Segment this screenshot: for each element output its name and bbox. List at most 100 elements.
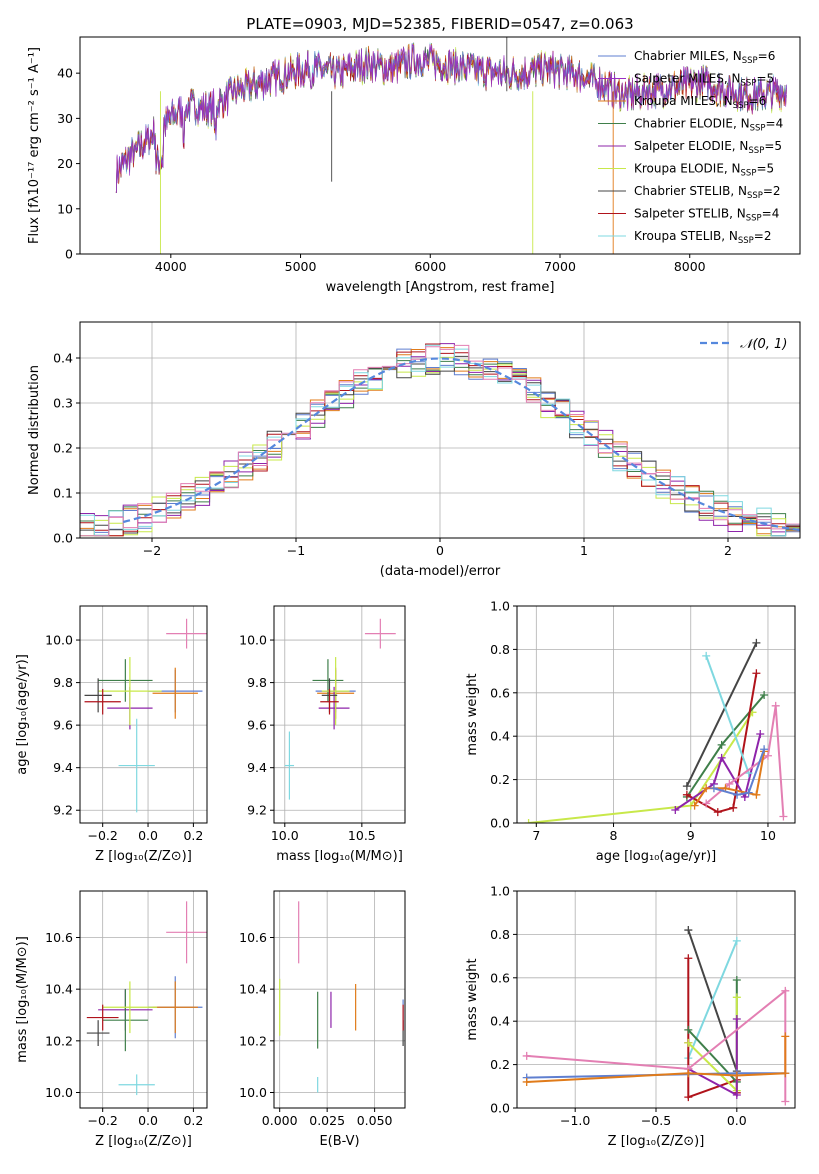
y-tick-label: 10.4: [45, 982, 73, 997]
weight_vs_Z-frame: [516, 890, 796, 1109]
y-axis-label: mass [log₁₀(M/M⊙)]: [15, 936, 30, 1063]
y-tick-label: 0.6: [490, 685, 510, 700]
weight-marker: [702, 799, 711, 808]
histogram-pink_extra: [80, 344, 800, 537]
age_vs_mass-frame: [273, 605, 406, 824]
weight-marker: [729, 803, 738, 812]
age_vs_Z-points: [84, 618, 207, 813]
weight-marker: [781, 1069, 790, 1078]
weight_vs_age-axes: 7 8 9 10 0.0 0.2 0.4 0.6 0.8 1.0 age [log₁₀(age/yr…: [465, 599, 795, 864]
weight-marker: [760, 690, 769, 699]
y-tick-label: 0.8: [490, 642, 510, 657]
x-tick-label: 0.0: [138, 828, 158, 843]
x-tick-label: −2: [143, 543, 161, 558]
y-axis-label: mass weight: [465, 673, 480, 755]
y-tick-label: 0: [65, 247, 73, 262]
y-tick-label: 9.4: [53, 760, 73, 775]
y-tick-label: 0.2: [490, 772, 510, 787]
residual-histograms: [80, 343, 800, 537]
weight_vs_age-series: [524, 638, 788, 823]
x-tick-label: 2: [724, 543, 732, 558]
y-tick-label: 9.8: [53, 675, 73, 690]
age_vs_mass-axes: 10.0 10.5 9.2 9.4 9.6 9.8 10.0 mass [log₁₀(M/M⊙…: [239, 606, 405, 864]
mass_vs_Z-points: [86, 901, 207, 1096]
x-tick-label: 0.2: [183, 828, 203, 843]
weight-marker: [702, 784, 711, 793]
y-tick-label: 0.8: [490, 927, 510, 942]
spectrum-axes: 4000 5000 6000 7000 8000 0 10 20 30 40 wavelength …: [27, 47, 706, 295]
weight-line-kroupa_stelib: [687, 940, 738, 1059]
weight-marker: [733, 790, 742, 799]
weight-marker: [752, 790, 761, 799]
legend-entry: Salpeter MILES, NSSP=5: [634, 72, 774, 89]
legend-entry: Kroupa ELODIE, NSSP=5: [634, 162, 774, 179]
x-tick-label: −0.5: [641, 1113, 671, 1128]
weight-marker: [522, 1051, 531, 1060]
weight-marker: [732, 975, 741, 984]
y-tick-label: 10.4: [239, 982, 267, 997]
legend-entry: Chabrier STELIB, NSSP=2: [634, 184, 781, 201]
weight-line-kroupa_elodie: [687, 997, 738, 1093]
y-axis-label: mass weight: [465, 958, 480, 1040]
weight_vs_Z-series: [522, 926, 790, 1106]
x-tick-label: 4000: [155, 259, 187, 274]
y-tick-label: 10.0: [45, 1085, 73, 1100]
weight-marker: [684, 926, 693, 935]
weight-marker: [732, 993, 741, 1002]
weight_vs_age-frame: [516, 605, 796, 824]
x-tick-label: −0.2: [87, 828, 117, 843]
weight-marker: [732, 1090, 741, 1099]
histogram-kroupa_stelib: [80, 344, 800, 537]
y-tick-label: 0.1: [53, 486, 73, 501]
x-tick-label: 0.0: [727, 1113, 747, 1128]
y-tick-label: 0.4: [490, 729, 510, 744]
x-axis-label: (data-model)/error: [380, 564, 501, 579]
y-tick-label: 0.0: [490, 816, 510, 831]
x-axis-label: age [log₁₀(age/yr)]: [596, 849, 717, 864]
weight-marker: [684, 1025, 693, 1034]
age_vs_mass-points: [284, 618, 396, 800]
y-tick-label: 9.6: [247, 718, 267, 733]
y-axis-label: Flux [fλ10⁻¹⁷ erg cm⁻² s⁻¹ A⁻¹]: [27, 47, 42, 244]
spectrum-line-salpeter_miles: [115, 43, 787, 194]
x-tick-label: 7: [532, 828, 540, 843]
weight-line-salpeter_stelib: [687, 958, 738, 1099]
figure-title: PLATE=0903, MJD=52385, FIBERID=0547, z=0…: [246, 15, 633, 33]
x-axis-label: Z [log₁₀(Z/Z⊙)]: [95, 849, 192, 864]
y-tick-label: 0.0: [53, 531, 73, 546]
y-tick-label: 0.0: [490, 1101, 510, 1116]
y-tick-label: 0.4: [53, 351, 73, 366]
weight-marker: [690, 801, 699, 810]
weight-marker: [682, 790, 691, 799]
x-tick-label: 8000: [674, 259, 706, 274]
weight-marker: [713, 808, 722, 817]
y-tick-label: 9.2: [53, 803, 73, 818]
mass_vs_ebv-axes: 0.000 0.025 0.050 10.0 10.2 10.4 10.6 E(B-V): [239, 891, 405, 1149]
legend-entry: 𝒩(0, 1): [740, 337, 787, 352]
weight-marker: [717, 740, 726, 749]
mass_vs_Z-frame: [79, 890, 208, 1109]
x-tick-label: 6000: [414, 259, 446, 274]
y-axis-label: Normed distribution: [27, 365, 42, 495]
weight-marker: [684, 1038, 693, 1047]
x-tick-label: 9: [687, 828, 695, 843]
spectrum-legend: Chabrier MILES, NSSP=6 Salpeter MILES, NS…: [598, 49, 783, 246]
y-tick-label: 0.2: [490, 1057, 510, 1072]
mass_vs_ebv-grid: [274, 891, 405, 1108]
x-tick-label: 0.0: [138, 1113, 158, 1128]
x-tick-label: 8: [610, 828, 618, 843]
weight-marker: [717, 753, 726, 762]
residuals-frame: [79, 321, 801, 539]
y-tick-label: 10.0: [239, 1085, 267, 1100]
x-tick-label: −1: [287, 543, 305, 558]
mass_vs_ebv-frame: [273, 890, 406, 1109]
x-tick-label: 0.025: [309, 1113, 345, 1128]
weight-line-kroupa_stelib: [705, 655, 750, 774]
weight-marker: [684, 1093, 693, 1102]
weight-line-chabrier_miles: [713, 748, 766, 796]
weight-marker: [671, 805, 680, 814]
weight-marker: [709, 784, 718, 793]
x-tick-label: 0.000: [262, 1113, 298, 1128]
spectrum-lines: [115, 37, 787, 254]
x-axis-label: Z [log₁₀(Z/Z⊙)]: [95, 1134, 192, 1149]
